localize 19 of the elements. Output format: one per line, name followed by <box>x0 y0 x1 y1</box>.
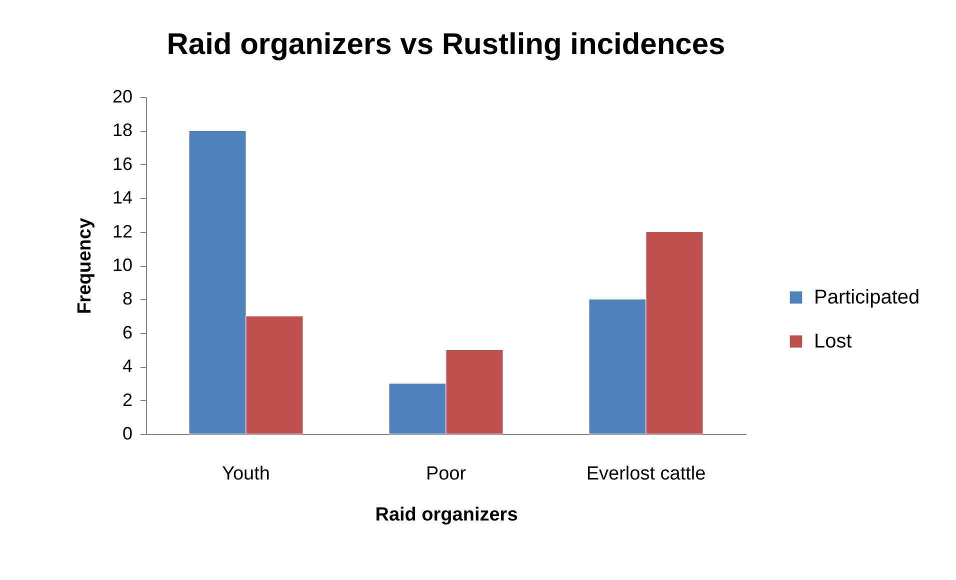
y-tick-label: 0 <box>122 424 132 444</box>
y-tick-label: 10 <box>112 255 132 275</box>
y-axis-title: Frequency <box>74 218 96 314</box>
y-tick-label: 20 <box>112 86 132 106</box>
y-tick-label: 6 <box>122 322 132 342</box>
y-tick-label: 4 <box>122 356 132 376</box>
y-tick-label: 14 <box>112 188 132 208</box>
x-tick-label: Everlost cattle <box>586 464 706 484</box>
y-tick-label: 2 <box>122 390 132 410</box>
legend-label: Lost <box>814 330 852 352</box>
legend-label: Participated <box>814 286 920 308</box>
y-tick-label: 12 <box>112 221 132 242</box>
x-tick-label: Youth <box>222 464 270 484</box>
x-tick-label: Poor <box>426 464 467 484</box>
chart-title: Raid organizers vs Rustling incidences <box>166 28 726 61</box>
y-tick-label: 8 <box>122 288 132 309</box>
y-tick-label: 16 <box>112 154 132 174</box>
x-axis-title: Raid organizers <box>375 504 518 526</box>
y-tick-label: 18 <box>112 120 132 140</box>
